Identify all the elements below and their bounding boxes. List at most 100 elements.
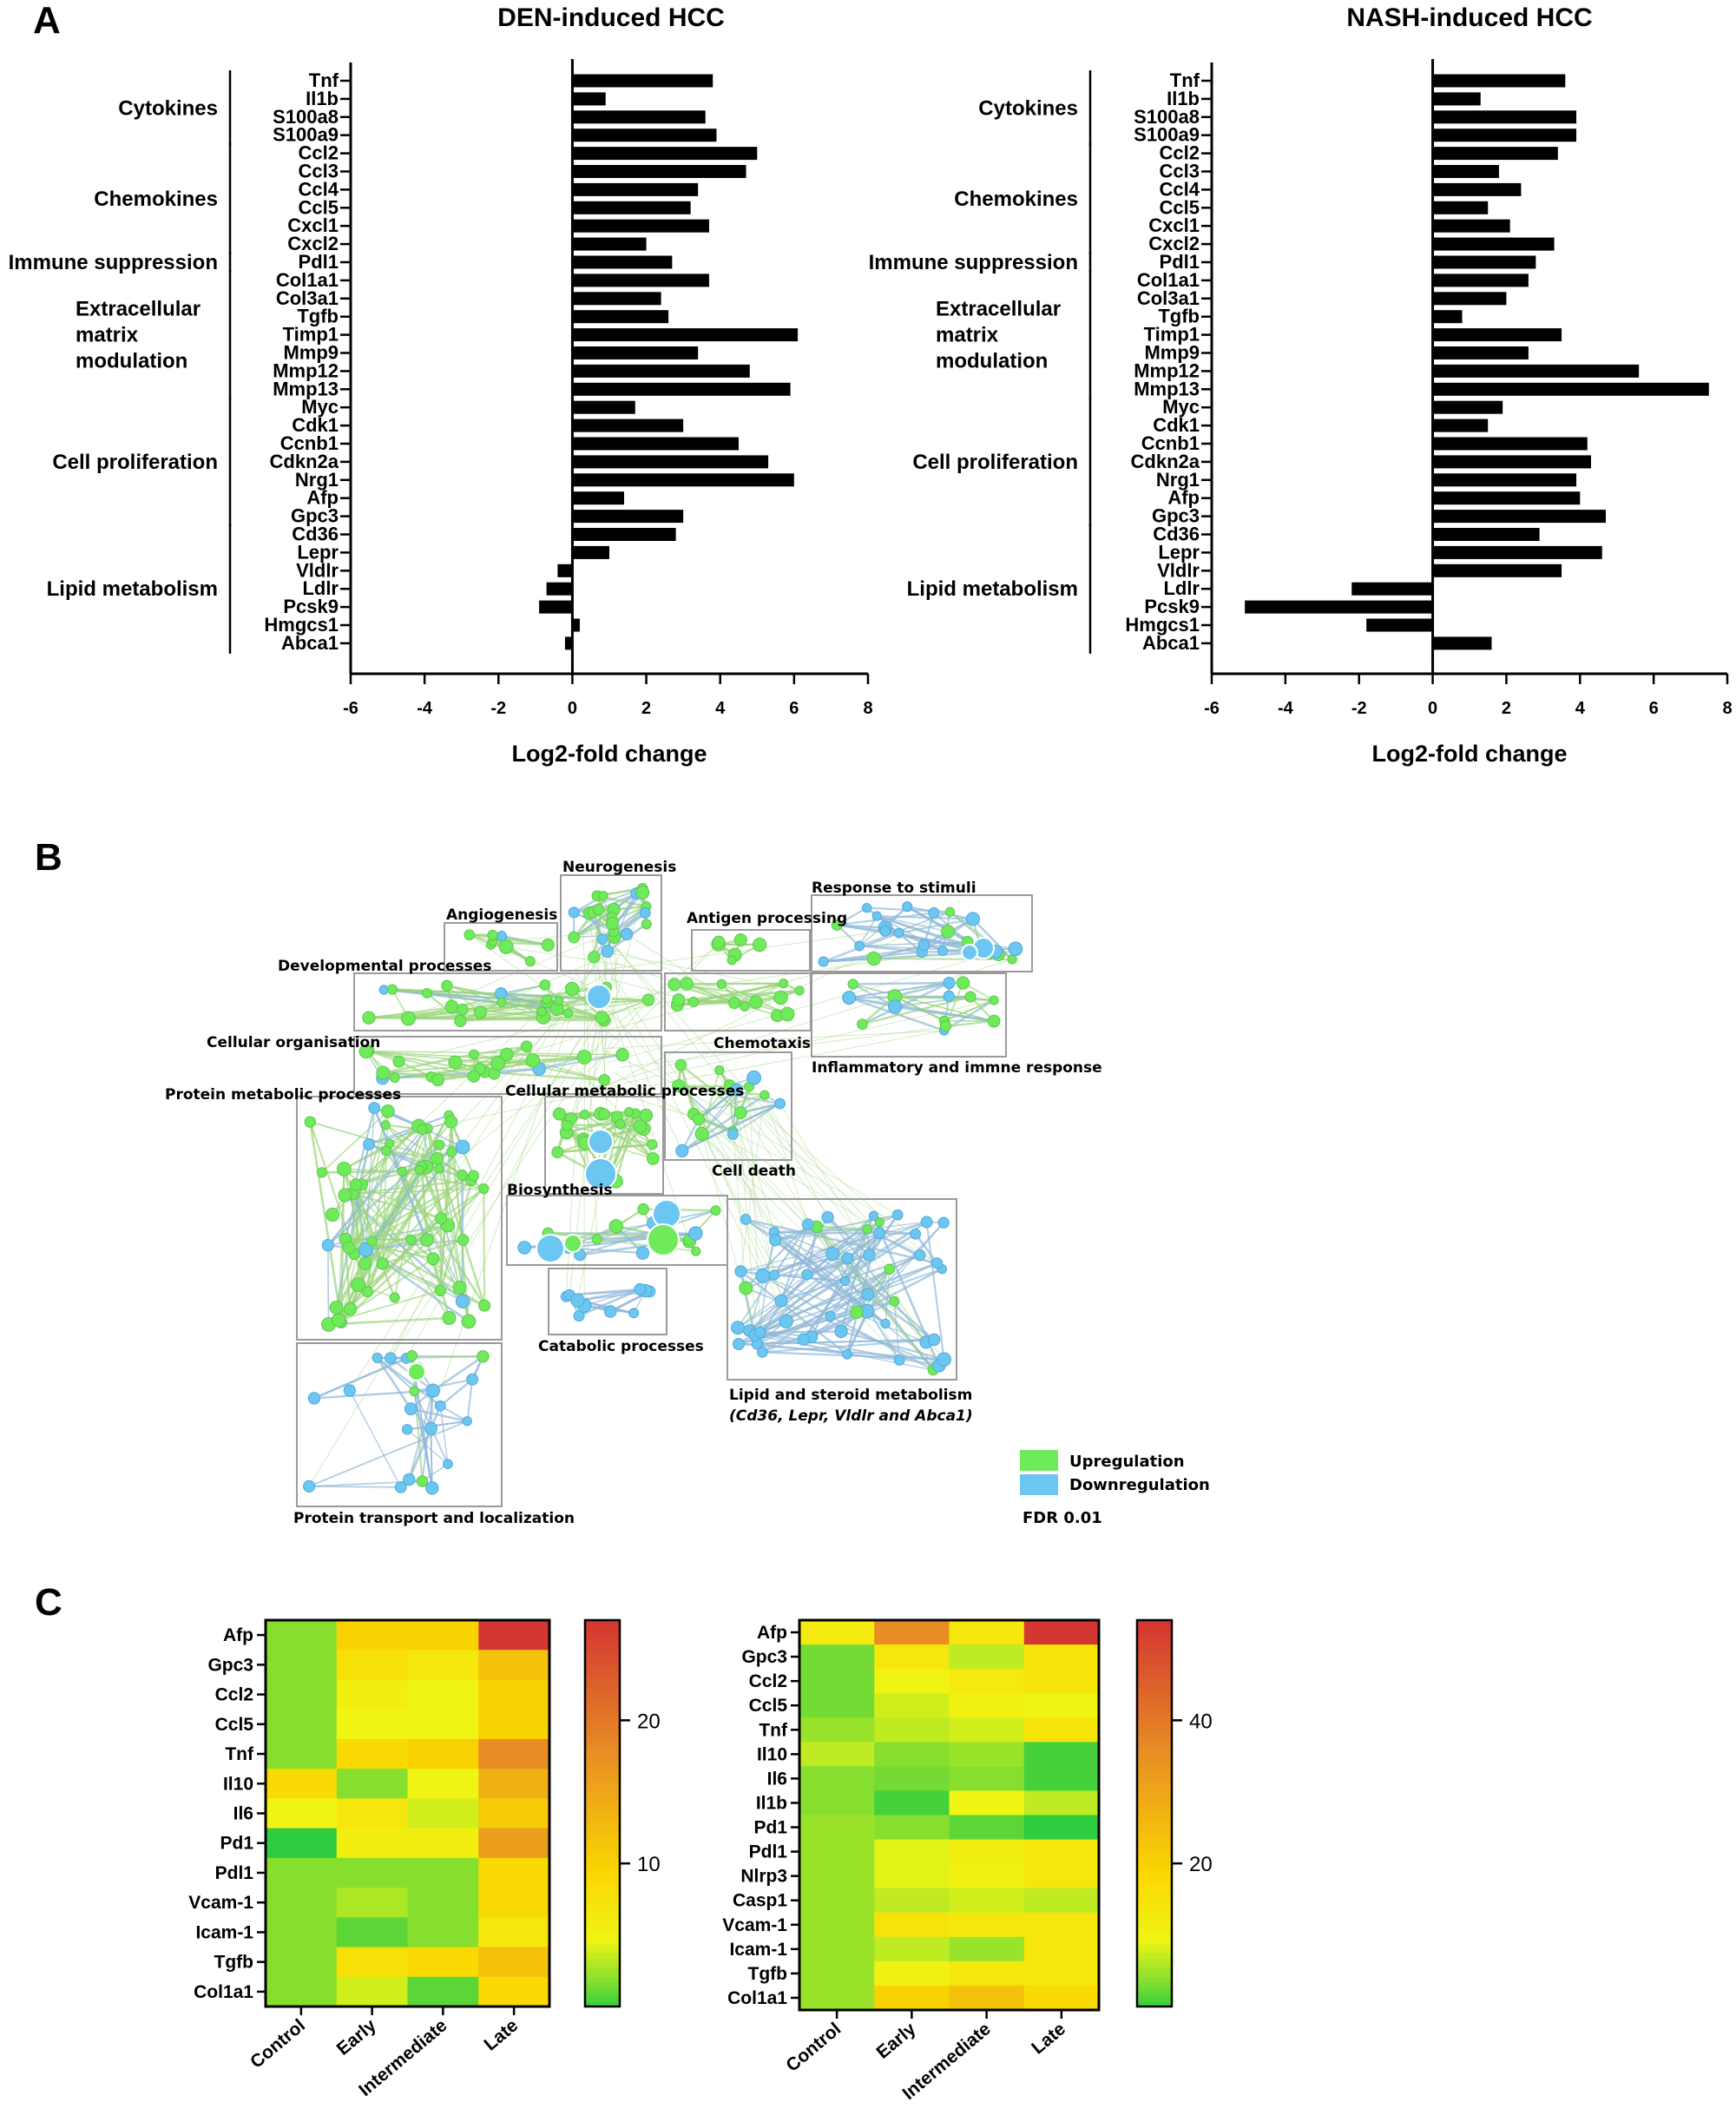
network-node bbox=[891, 1209, 904, 1221]
legend-up-label: Upregulation bbox=[1069, 1453, 1185, 1471]
network-node bbox=[496, 997, 507, 1007]
network-edge bbox=[366, 1150, 387, 1292]
x-tick-label: 2 bbox=[1502, 699, 1511, 718]
bar-abca1 bbox=[1432, 636, 1492, 650]
heatmap-cell bbox=[1023, 1815, 1100, 1841]
heatmap-cell bbox=[266, 1650, 338, 1681]
x-axis-label: Log2-fold change bbox=[512, 741, 707, 767]
network-node bbox=[920, 1216, 933, 1229]
network-node bbox=[552, 1107, 567, 1121]
network-node bbox=[376, 1065, 391, 1080]
network-edge bbox=[733, 1103, 781, 1135]
network-edge bbox=[352, 1188, 484, 1195]
network-node bbox=[639, 1108, 654, 1123]
network-node-large bbox=[407, 1362, 426, 1381]
colorbar-segment bbox=[1137, 1677, 1172, 1684]
heatmap-cell bbox=[799, 1766, 875, 1792]
bar-myc bbox=[572, 400, 635, 414]
network-node bbox=[426, 1252, 440, 1266]
heatmap-cell bbox=[336, 1976, 409, 2007]
colorbar-segment bbox=[1137, 1948, 1172, 1954]
colorbar-segment bbox=[1137, 1890, 1172, 1896]
network-edge bbox=[348, 1045, 600, 1249]
colorbar-segment bbox=[1137, 1658, 1172, 1664]
colorbar-segment bbox=[585, 1769, 620, 1776]
network-edge bbox=[737, 1300, 782, 1328]
panel-letter-a: A bbox=[33, 0, 61, 42]
heatmap-cell bbox=[949, 1644, 1025, 1670]
network-node bbox=[633, 1119, 648, 1134]
col-label-early: Early bbox=[333, 2015, 380, 2059]
network-edge bbox=[377, 1357, 415, 1392]
network-node bbox=[404, 1402, 418, 1415]
gene-label-ccl2: Ccl2 bbox=[1160, 142, 1200, 164]
network-edge bbox=[764, 1095, 900, 1361]
gene-label-pcsk9: Pcsk9 bbox=[1144, 596, 1200, 617]
network-edge bbox=[732, 1134, 775, 1275]
network-node bbox=[342, 1241, 356, 1255]
heatmap-cell bbox=[336, 1620, 409, 1651]
bar-cd36 bbox=[572, 528, 676, 541]
gene-label-mmp13: Mmp13 bbox=[1134, 378, 1200, 399]
box-lipid-metabolism bbox=[727, 1198, 957, 1381]
x-tick-label: 0 bbox=[568, 699, 577, 718]
colorbar-segment bbox=[1137, 1909, 1172, 1916]
bar-s100a9 bbox=[572, 129, 717, 142]
colorbar-segment bbox=[585, 1977, 620, 1983]
colorbar-segment bbox=[1137, 1630, 1172, 1636]
network-node bbox=[434, 1212, 448, 1225]
network-node bbox=[332, 1313, 346, 1328]
colorbar-segment bbox=[1137, 1808, 1172, 1815]
label-antigen-processing: Antigen processing bbox=[687, 910, 847, 927]
heatmap-cell bbox=[478, 1947, 550, 1978]
row-label-vcam-1: Vcam-1 bbox=[722, 1915, 787, 1935]
label-chemotaxis: Chemotaxis bbox=[713, 1035, 811, 1052]
network-edge bbox=[738, 1342, 944, 1361]
colorbar-segment bbox=[1137, 1939, 1172, 1945]
gene-label-abca1: Abca1 bbox=[1142, 632, 1200, 654]
heatmap-cell bbox=[874, 1815, 950, 1841]
colorbar-segment bbox=[585, 1775, 620, 1781]
network-node bbox=[944, 906, 956, 917]
network-node bbox=[687, 996, 700, 1007]
network-node bbox=[595, 1011, 609, 1025]
colorbar-segment bbox=[585, 1828, 620, 1834]
bar-mmp9 bbox=[572, 346, 699, 359]
col-label-early: Early bbox=[872, 2019, 919, 2063]
bar-ccl3 bbox=[1432, 165, 1499, 178]
row-label-gpc3: Gpc3 bbox=[741, 1647, 787, 1667]
bar-lepr bbox=[1432, 545, 1602, 559]
network-edge bbox=[826, 1216, 927, 1343]
network-node bbox=[358, 1044, 373, 1059]
network-node-large bbox=[584, 1157, 617, 1190]
heatmap-cell bbox=[266, 1857, 338, 1888]
network-node bbox=[409, 1386, 420, 1397]
network-edge bbox=[439, 1378, 473, 1407]
gene-label-s100a8: S100a8 bbox=[273, 106, 339, 128]
network-node bbox=[760, 1090, 770, 1100]
heatmap-cell bbox=[478, 1857, 550, 1888]
heatmap-cell bbox=[949, 1888, 1025, 1914]
network-edge bbox=[310, 1121, 437, 1160]
network-edge bbox=[372, 1115, 450, 1242]
network-edge bbox=[719, 1070, 868, 1230]
colorbar-segment bbox=[1137, 1813, 1172, 1819]
enrichment-network: Neurogenesis Angiogenesis Response to st… bbox=[165, 859, 1210, 1527]
heatmap-cell bbox=[336, 1798, 409, 1829]
network-edge bbox=[810, 1215, 875, 1338]
network-edge bbox=[852, 983, 896, 1008]
col-label-control: Control bbox=[247, 2015, 309, 2073]
network-node bbox=[752, 937, 767, 952]
x-tick-label: 0 bbox=[1428, 699, 1437, 718]
gene-label-ccl4: Ccl4 bbox=[1160, 178, 1200, 200]
colorbar-tick-label: 20 bbox=[1189, 1853, 1213, 1876]
heatmap-cell bbox=[799, 1839, 875, 1865]
network-node bbox=[464, 929, 476, 940]
bar-nrg1 bbox=[572, 473, 794, 487]
gene-label-ccl4: Ccl4 bbox=[299, 178, 339, 200]
colorbar-segment bbox=[1137, 1973, 1172, 1979]
heatmap-cell bbox=[266, 1620, 338, 1651]
label-protein-metabolic: Protein metabolic processes bbox=[165, 1086, 401, 1104]
network-node bbox=[444, 999, 459, 1014]
colorbar-segment bbox=[1137, 1914, 1172, 1921]
